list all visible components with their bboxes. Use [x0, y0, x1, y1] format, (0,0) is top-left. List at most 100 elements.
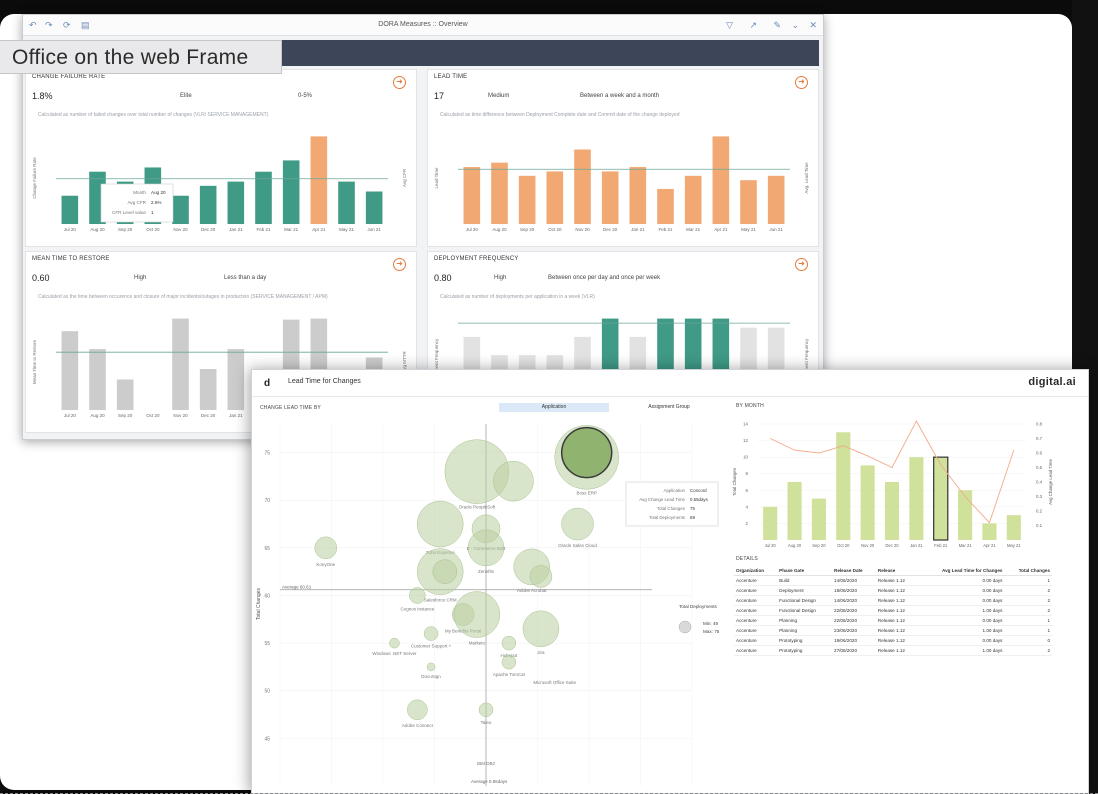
- y2-tick-label: 0.8: [1036, 422, 1043, 427]
- bar-cfr[interactable]: [199, 185, 217, 224]
- bar-lt[interactable]: [684, 175, 702, 224]
- column-header[interactable]: Release Date: [832, 566, 876, 576]
- collapse-icon[interactable]: ⌄: [791, 20, 799, 30]
- bar-cfr[interactable]: [172, 195, 189, 224]
- edit-icon[interactable]: ✎: [773, 20, 781, 30]
- tooltip-value: 75: [690, 506, 695, 511]
- y2-tick-label: 0.5: [1036, 465, 1043, 470]
- y-tick-label: 2: [746, 521, 749, 526]
- bubble[interactable]: [560, 426, 613, 479]
- bubble-chart: 75 70 65 60 55 50 45 Average 60.61 Average 0.55d…: [256, 424, 720, 786]
- bar-mttr[interactable]: [61, 331, 79, 410]
- bar-mttr[interactable]: [227, 349, 245, 410]
- bubble[interactable]: [453, 591, 501, 638]
- month-bar[interactable]: [836, 432, 851, 540]
- bar-cfr[interactable]: [227, 181, 245, 224]
- bubble[interactable]: [407, 699, 428, 721]
- bar-lt[interactable]: [518, 175, 536, 224]
- drilldown-arrow-icon[interactable]: ➜: [795, 76, 808, 89]
- table-row[interactable]: Accenture Planning 22/06/2020 Release 1.12 0…: [734, 615, 1052, 626]
- month-bar[interactable]: [884, 482, 900, 540]
- table-row[interactable]: Accenture Prototyping 19/06/2020 Release 1.…: [734, 635, 1052, 646]
- drilldown-arrow-icon[interactable]: ➜: [795, 258, 808, 271]
- legend-max: Max: 75: [703, 629, 720, 634]
- month-bar[interactable]: [958, 490, 973, 540]
- bubble[interactable]: [426, 662, 436, 672]
- bubble[interactable]: [409, 587, 426, 604]
- bubble[interactable]: [501, 654, 517, 670]
- bar-cfr[interactable]: [338, 181, 355, 224]
- bar-lt[interactable]: [629, 167, 647, 224]
- bubble[interactable]: [522, 610, 560, 648]
- table-row[interactable]: Accenture Functional Design 22/06/2020 Rele…: [734, 605, 1052, 616]
- bar-lt[interactable]: [463, 167, 481, 224]
- bubble[interactable]: [478, 702, 494, 718]
- month-bar[interactable]: [982, 523, 997, 540]
- bar-lt[interactable]: [767, 175, 785, 224]
- bar-lt[interactable]: [657, 188, 674, 224]
- page-icon[interactable]: ▤: [81, 20, 90, 30]
- table-cell: Release 1.12: [875, 575, 918, 586]
- bubble[interactable]: [467, 529, 505, 567]
- details-header-row: Organization Phase Gate Release Date Releas…: [734, 566, 1052, 576]
- month-bar[interactable]: [811, 498, 826, 540]
- month-bar[interactable]: [763, 506, 778, 540]
- bar-mttr[interactable]: [199, 369, 217, 410]
- bar-lt[interactable]: [601, 171, 619, 224]
- drilldown-arrow-icon[interactable]: ➜: [393, 76, 406, 89]
- bubble[interactable]: [423, 626, 439, 641]
- bar-mttr[interactable]: [89, 349, 106, 410]
- toggle-application[interactable]: Application: [499, 403, 609, 412]
- bar-lt[interactable]: [712, 136, 730, 224]
- toggle-assignment-group[interactable]: Assignment Group: [648, 404, 690, 410]
- bar-cfr[interactable]: [282, 160, 300, 224]
- tooltip-value: Concord: [690, 488, 707, 493]
- legend-title: Total Deployments: [679, 604, 717, 609]
- column-header[interactable]: Organization: [734, 566, 778, 576]
- undo-icon[interactable]: ↶: [29, 20, 37, 30]
- x-tick-label: Aug 20: [788, 543, 802, 548]
- bubble[interactable]: [561, 507, 594, 541]
- bar-lt[interactable]: [546, 171, 564, 224]
- month-bar[interactable]: [1006, 515, 1021, 540]
- month-bar[interactable]: [933, 456, 949, 541]
- tooltip-value: Aug 20: [151, 190, 166, 195]
- bubble[interactable]: [389, 637, 400, 649]
- month-bar[interactable]: [909, 457, 924, 540]
- close-icon[interactable]: ✕: [809, 20, 817, 30]
- month-bar[interactable]: [787, 482, 802, 540]
- table-row[interactable]: Accenture Prototyping 27/06/2020 Release 1.…: [734, 645, 1052, 656]
- column-header[interactable]: Phase Gate: [777, 566, 833, 576]
- drilldown-arrow-icon[interactable]: ➜: [393, 258, 406, 271]
- table-row[interactable]: Accenture Functional Design 14/06/2020 Rele…: [734, 595, 1052, 606]
- bar-lt[interactable]: [740, 180, 757, 224]
- month-bar[interactable]: [860, 465, 875, 540]
- bubble[interactable]: [493, 460, 534, 502]
- bar-lt[interactable]: [491, 162, 508, 224]
- bar-cfr[interactable]: [310, 136, 328, 224]
- table-cell: Release 1.12: [875, 625, 918, 636]
- bubble[interactable]: [416, 500, 464, 548]
- table-row[interactable]: Accenture Deployment 18/06/2020 Release 1.1…: [734, 585, 1052, 596]
- share-icon[interactable]: ↗: [749, 20, 757, 30]
- column-header[interactable]: Avg Lead Time for Changes: [917, 566, 1005, 576]
- bar-mttr[interactable]: [172, 318, 189, 410]
- bubble[interactable]: [432, 559, 458, 584]
- column-header[interactable]: Release: [875, 566, 918, 576]
- refresh-icon[interactable]: ⟳: [63, 20, 71, 30]
- bar-cfr[interactable]: [61, 195, 79, 224]
- bar-cfr[interactable]: [255, 171, 272, 224]
- bubble[interactable]: [501, 635, 517, 651]
- bar-lt[interactable]: [574, 149, 591, 224]
- column-header[interactable]: Total Changes: [1004, 566, 1052, 576]
- filter-icon[interactable]: ▽: [726, 20, 733, 30]
- table-row[interactable]: Accenture Build 14/06/2020 Release 1.12 0.00…: [734, 575, 1052, 586]
- bar-cfr[interactable]: [365, 191, 383, 224]
- bubble[interactable]: [314, 536, 338, 560]
- bar-mttr[interactable]: [116, 379, 134, 410]
- table-cell: 1: [1004, 575, 1052, 586]
- table-cell: 1.00 days: [917, 605, 1005, 616]
- redo-icon[interactable]: ↷: [45, 20, 53, 30]
- table-row[interactable]: Accenture Planning 23/06/2020 Release 1.12 1…: [734, 625, 1052, 636]
- bubble[interactable]: [529, 565, 553, 588]
